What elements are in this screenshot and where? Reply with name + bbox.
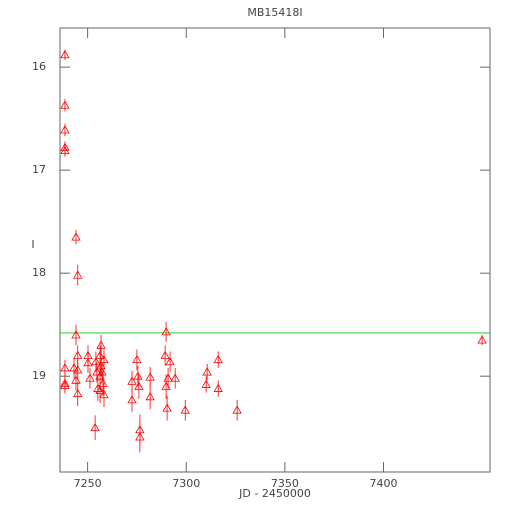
data-point — [170, 373, 180, 382]
data-point — [97, 367, 107, 376]
data-point — [73, 365, 83, 374]
y-axis-label: I — [31, 238, 34, 251]
data-point — [98, 378, 108, 387]
x-tick-label: 7300 — [172, 477, 200, 490]
data-point — [95, 350, 105, 359]
data-point — [145, 391, 155, 401]
y-tick-label: 16 — [32, 60, 46, 73]
data-point — [201, 379, 211, 388]
data-point — [90, 422, 100, 432]
data-point — [96, 340, 106, 349]
data-point — [73, 350, 83, 359]
data-point — [132, 354, 142, 364]
data-point — [160, 350, 170, 359]
data-point — [60, 125, 70, 134]
x-tick-label: 7350 — [271, 477, 299, 490]
data-point — [213, 354, 223, 364]
x-tick-label: 7250 — [74, 477, 102, 490]
data-point — [161, 327, 171, 336]
chart-title: MB15418I — [247, 6, 302, 19]
data-point — [145, 372, 155, 381]
data-point — [127, 395, 137, 404]
data-point — [99, 389, 109, 399]
data-point — [95, 385, 105, 395]
data-point — [180, 405, 190, 414]
data-point — [162, 403, 172, 412]
x-tick-label: 7400 — [369, 477, 397, 490]
data-point — [69, 363, 79, 372]
data-point — [60, 100, 70, 109]
data-point — [133, 371, 143, 380]
data-point — [99, 354, 109, 364]
data-point — [73, 388, 83, 398]
data-point — [71, 330, 81, 339]
data-point — [165, 356, 175, 366]
data-point — [163, 373, 173, 382]
data-point — [232, 405, 242, 414]
data-point — [92, 367, 102, 376]
y-tick-label: 18 — [32, 266, 46, 279]
data-point — [135, 432, 145, 441]
data-point — [83, 357, 93, 367]
data-point — [85, 373, 95, 382]
x-axis-label: JD - 2450000 — [238, 487, 311, 500]
data-point — [91, 356, 101, 366]
data-point — [127, 376, 137, 385]
data-point — [202, 367, 212, 376]
data-point — [60, 145, 70, 154]
data-point — [96, 361, 106, 370]
data-point — [60, 380, 70, 389]
y-tick-label: 19 — [32, 369, 46, 382]
data-point — [213, 383, 223, 392]
data-point — [477, 335, 487, 344]
data-point — [60, 363, 70, 372]
data-point — [134, 381, 144, 390]
data-point — [73, 270, 83, 279]
plot-frame — [59, 27, 491, 473]
data-point — [71, 232, 81, 241]
data-point — [60, 49, 70, 59]
y-tick-label: 17 — [32, 163, 46, 176]
